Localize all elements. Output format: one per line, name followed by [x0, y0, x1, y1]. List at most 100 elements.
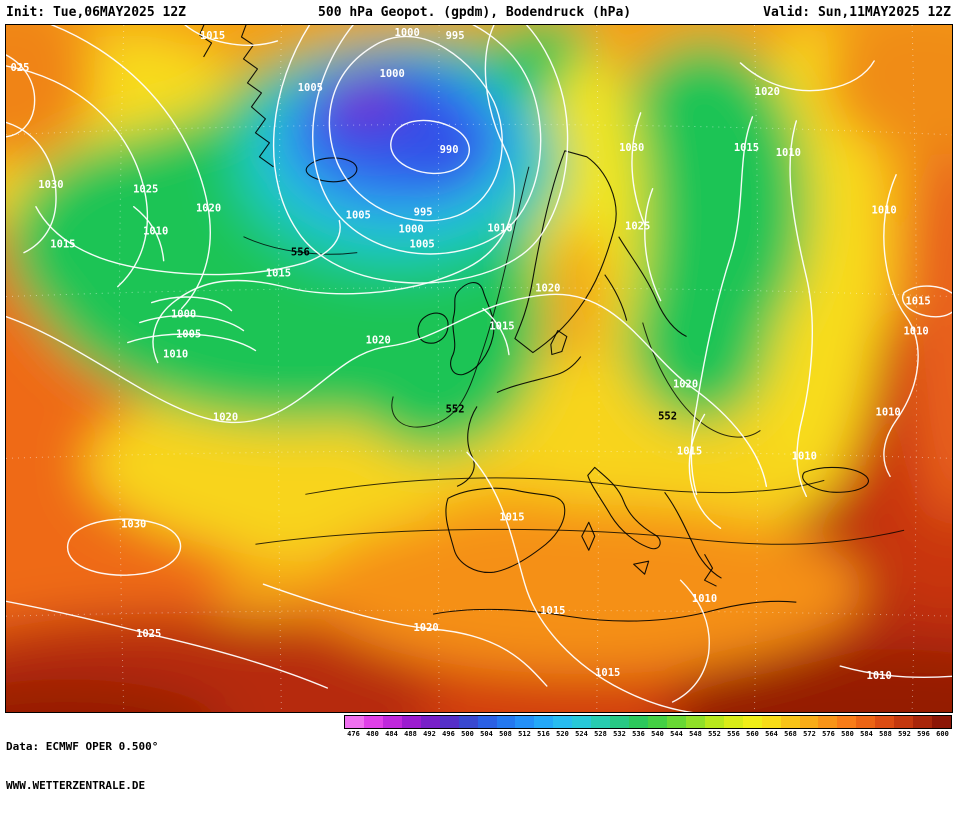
pressure-label: 990 — [440, 144, 459, 156]
pressure-label: 1020 — [196, 203, 221, 215]
weather-map-canvas: 025 1015 1000 995 1000 1005 990 1030 1025 1020 101… — [6, 25, 952, 712]
colorbar-tick-label: 548 — [689, 730, 702, 738]
map-labels: 025 1015 1000 995 1000 1005 990 1030 1025 1020 101… — [11, 27, 931, 682]
pressure-label: 1010 — [867, 670, 892, 682]
pressure-label: 1010 — [792, 450, 817, 462]
colorbar-segment — [496, 716, 516, 728]
pressure-label: 1015 — [677, 445, 702, 457]
coastlines — [199, 25, 869, 622]
colorbar-segment — [780, 716, 800, 728]
colorbar-segment — [894, 716, 914, 728]
map-title: 500 hPa Geopot. (gpdm), Bodendruck (hPa) — [318, 5, 632, 20]
pressure-label: 1005 — [346, 210, 371, 222]
colorbar-segment — [818, 716, 838, 728]
colorbar-segments — [344, 715, 952, 729]
colorbar-segment — [799, 716, 819, 728]
colorbar-tick-label: 488 — [404, 730, 417, 738]
colorbar-segment — [629, 716, 648, 728]
colorbar-tick-label: 556 — [727, 730, 740, 738]
colorbar-segment — [591, 716, 611, 728]
pressure-label: 1030 — [619, 142, 644, 154]
colorbar-segment — [401, 716, 421, 728]
colorbar-segment — [913, 716, 933, 728]
colorbar-tick-label: 476 — [347, 730, 360, 738]
colorbar-tick-label: 568 — [784, 730, 797, 738]
pressure-label: 1015 — [489, 321, 514, 333]
colorbar-segment — [420, 716, 440, 728]
pressure-label: 1010 — [692, 593, 717, 605]
weather-map: 025 1015 1000 995 1000 1005 990 1030 1025 1020 101… — [5, 24, 953, 713]
colorbar-segment — [382, 716, 402, 728]
colorbar-tick-label: 540 — [651, 730, 664, 738]
colorbar-tick-label: 516 — [537, 730, 550, 738]
geopotential-label: 552 — [446, 403, 465, 415]
pressure-label: 1015 — [595, 667, 620, 679]
credits: Data: ECMWF OPER 0.500° WWW.WETTERZENTRA… — [6, 714, 158, 818]
colorbar-tick-label: 552 — [708, 730, 721, 738]
footer-bar: Data: ECMWF OPER 0.500° WWW.WETTERZENTRA… — [0, 713, 959, 792]
pressure-label: 1025 — [136, 628, 161, 640]
colorbar-tick-label: 484 — [385, 730, 398, 738]
colorbar-tick-label: 532 — [613, 730, 626, 738]
pressure-label: 1025 — [133, 184, 158, 196]
colorbar-segment — [363, 716, 383, 728]
colorbar-tick-label: 560 — [746, 730, 759, 738]
colorbar-segment — [932, 716, 951, 728]
colorbar-tick-label: 544 — [670, 730, 683, 738]
isobars — [6, 25, 952, 712]
colorbar-segment — [723, 716, 743, 728]
website-label: WWW.WETTERZENTRALE.DE — [6, 779, 146, 792]
pressure-label: 1015 — [200, 30, 225, 42]
colorbar-segment — [553, 716, 573, 728]
pressure-label: 1015 — [540, 605, 565, 617]
pressure-label: 1025 — [625, 221, 650, 233]
colorbar-tick-label: 580 — [841, 730, 854, 738]
pressure-label: 1005 — [298, 82, 323, 94]
colorbar-segment — [704, 716, 724, 728]
header-bar: Init: Tue,06MAY2025 12Z 500 hPa Geopot. … — [0, 0, 959, 24]
pressure-label: 1010 — [903, 326, 928, 338]
colorbar-segment — [458, 716, 478, 728]
colorbar-segment — [515, 716, 535, 728]
geopotential-color-field — [6, 25, 952, 712]
pressure-label: 1030 — [38, 179, 63, 191]
colorbar-tick-label: 596 — [917, 730, 930, 738]
data-source-label: Data: ECMWF OPER 0.500° — [6, 740, 159, 753]
pressure-label: 1020 — [535, 283, 560, 295]
colorbar: 476 480 484 488 492 496 500 504 508 512 516 520 524 5… — [344, 715, 952, 739]
colorbar-ticks: 476 480 484 488 492 496 500 504 508 512 516 520 524 5… — [344, 730, 952, 739]
colorbar-tick-label: 492 — [423, 730, 436, 738]
colorbar-tick-label: 536 — [632, 730, 645, 738]
pressure-label: 1020 — [213, 411, 238, 423]
colorbar-tick-label: 584 — [860, 730, 873, 738]
colorbar-tick-label: 524 — [575, 730, 588, 738]
colorbar-tick-label: 512 — [518, 730, 531, 738]
pressure-label: 1015 — [905, 296, 930, 308]
colorbar-tick-label: 588 — [879, 730, 892, 738]
init-label: Init: Tue,06MAY2025 12Z — [6, 5, 187, 20]
colorbar-segment — [572, 716, 592, 728]
colorbar-tick-label: 520 — [556, 730, 569, 738]
colorbar-tick-label: 508 — [499, 730, 512, 738]
colorbar-tick-label: 576 — [822, 730, 835, 738]
pressure-label: 1020 — [414, 622, 439, 634]
pressure-label: 1010 — [876, 406, 901, 418]
colorbar-tick-label: 564 — [765, 730, 778, 738]
graticule — [6, 25, 952, 712]
pressure-label: 1015 — [50, 239, 75, 251]
pressure-label: 1020 — [755, 86, 780, 98]
pressure-label: 1005 — [410, 239, 435, 251]
colorbar-segment — [742, 716, 762, 728]
colorbar-segment — [761, 716, 781, 728]
pressure-label: 1010 — [487, 223, 512, 235]
valid-label: Valid: Sun,11MAY2025 12Z — [763, 5, 951, 20]
colorbar-tick-label: 592 — [898, 730, 911, 738]
colorbar-tick-label: 500 — [461, 730, 474, 738]
pressure-label: 1020 — [366, 335, 391, 347]
colorbar-tick-label: 572 — [803, 730, 816, 738]
pressure-label: 995 — [446, 30, 465, 42]
pressure-label: 1020 — [673, 378, 698, 390]
colorbar-segment — [648, 716, 667, 728]
pressure-label: 025 — [11, 62, 30, 74]
pressure-label: 1010 — [143, 226, 168, 238]
